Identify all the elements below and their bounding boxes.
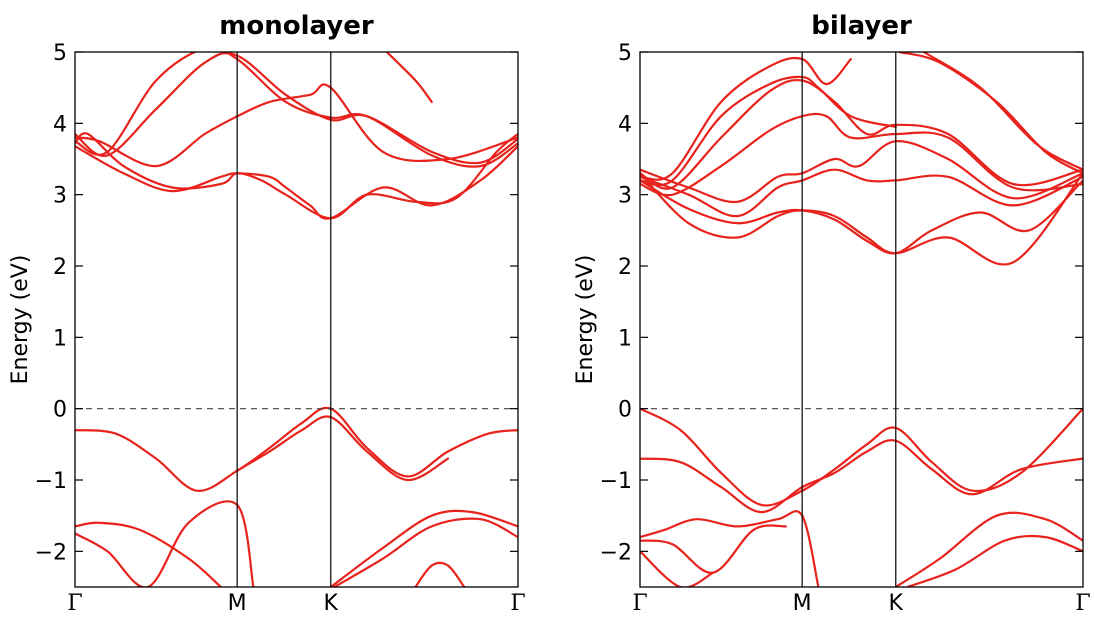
ytick-label: 5	[618, 41, 632, 66]
band-line	[906, 534, 1083, 587]
band-line	[640, 140, 1083, 204]
band-line	[75, 52, 518, 165]
ytick-label: −1	[35, 469, 67, 494]
band-line	[640, 179, 1083, 255]
band-line	[640, 439, 1083, 514]
band-line	[414, 561, 466, 587]
ytick-label: −2	[35, 540, 67, 565]
panel-title: bilayer	[811, 11, 912, 41]
band-line	[75, 521, 222, 587]
panel-title: monolayer	[219, 11, 374, 41]
band-line	[640, 172, 1083, 266]
band-line	[640, 56, 852, 181]
kpath-label: Γ	[632, 591, 647, 616]
y-axis-label: Energy (eV)	[8, 255, 33, 385]
band-line	[640, 550, 715, 587]
band-line	[640, 510, 820, 587]
band-line	[898, 52, 1083, 175]
kpath-label: Γ	[510, 591, 525, 616]
bands-group	[75, 52, 518, 587]
kpath-label: Γ	[67, 591, 82, 616]
band-line	[894, 511, 1083, 587]
band-line	[75, 500, 255, 587]
ytick-label: 0	[53, 398, 67, 423]
kpath-label: K	[889, 591, 904, 616]
ytick-label: 0	[618, 398, 632, 423]
ytick-label: 4	[618, 112, 632, 137]
band-line	[640, 168, 1083, 218]
band-line	[75, 132, 518, 220]
ytick-label: 1	[618, 326, 632, 351]
band-line	[922, 52, 1083, 171]
band-line	[333, 517, 518, 587]
band-line	[75, 145, 518, 220]
band-line	[75, 52, 518, 168]
y-axis-label: Energy (eV)	[573, 255, 598, 385]
ytick-label: 3	[53, 184, 67, 209]
band-line	[75, 115, 239, 168]
band-line	[640, 112, 1083, 197]
band-line	[329, 509, 518, 587]
kpath-label: Γ	[1075, 591, 1090, 616]
kpath-label: M	[793, 591, 812, 616]
ytick-label: 5	[53, 41, 67, 66]
band-line	[640, 407, 1083, 507]
ytick-label: 1	[53, 326, 67, 351]
band-line	[385, 52, 433, 103]
band-line	[75, 406, 518, 492]
kpath-label: M	[228, 591, 247, 616]
band-line	[640, 75, 897, 187]
ytick-label: 2	[53, 255, 67, 280]
ytick-label: −1	[600, 469, 632, 494]
ytick-label: 3	[618, 184, 632, 209]
ytick-label: 2	[618, 255, 632, 280]
ytick-label: −2	[600, 540, 632, 565]
kpath-label: K	[324, 591, 339, 616]
band-line	[640, 524, 787, 574]
axes-frame	[639, 51, 1084, 588]
ytick-label: 4	[53, 112, 67, 137]
axes-frame	[74, 51, 519, 588]
band-line	[640, 78, 1083, 190]
bands-group	[640, 52, 1083, 587]
